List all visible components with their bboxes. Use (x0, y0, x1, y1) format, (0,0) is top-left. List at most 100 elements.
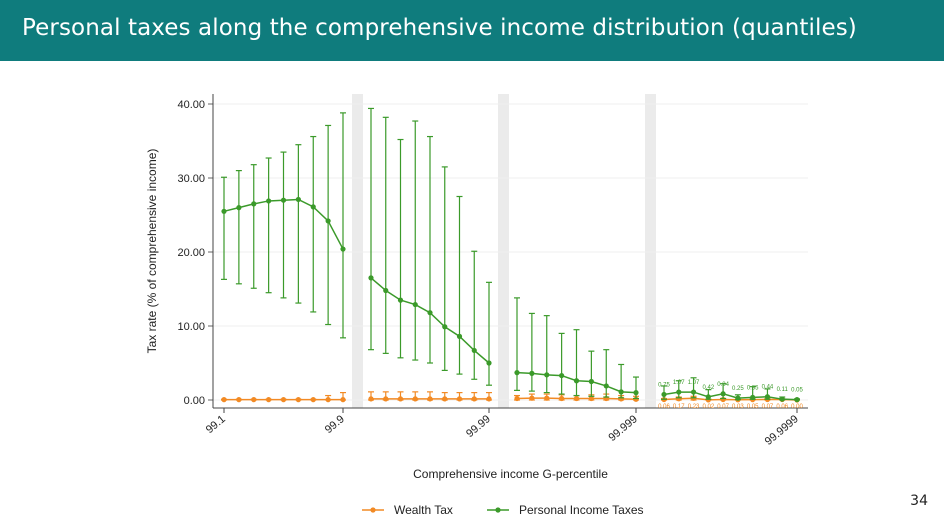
wealth-tax-point (427, 396, 433, 402)
wealth-tax-point (471, 396, 477, 402)
income-tax-point (310, 204, 316, 210)
income-tax-data-label: 0.35 (747, 385, 759, 391)
wealth-tax-data-label: 0.02 (702, 404, 714, 410)
income-tax-point (427, 310, 433, 316)
wealth-tax-point (221, 397, 227, 403)
x-tick-label: 99.1 (204, 413, 228, 436)
income-tax-point (340, 246, 346, 252)
wealth-tax-point (486, 396, 492, 402)
wealth-tax-point (295, 397, 301, 403)
plot-area (213, 94, 808, 408)
legend-label-wealth-tax: Wealth Tax (394, 503, 453, 517)
income-tax-point (735, 395, 741, 401)
wealth-tax-data-label: 0.03 (732, 404, 744, 410)
separator-band-1 (352, 94, 363, 408)
income-tax-data-label: 1.07 (688, 380, 700, 386)
wealth-tax-point (588, 395, 594, 402)
income-tax-point (471, 347, 477, 354)
wealth-tax-point (251, 397, 257, 403)
wealth-tax-data-label: 0.23 (688, 404, 700, 410)
separator-band-2 (498, 94, 509, 408)
wealth-tax-point (236, 397, 242, 403)
income-tax-data-label: 1.07 (673, 380, 685, 386)
wealth-tax-data-label: 0.05 (747, 404, 759, 410)
wealth-tax-data-label: 0.07 (762, 404, 774, 410)
income-tax-point (442, 324, 448, 330)
wealth-tax-data-label: 0.06 (658, 404, 670, 410)
y-tick-label: 30.00 (177, 173, 205, 185)
separator-band-3 (645, 94, 656, 408)
wealth-tax-point (573, 395, 580, 402)
wealth-tax-data-label: 0.07 (717, 404, 729, 410)
income-tax-point (325, 218, 331, 224)
page-number: 34 (910, 493, 928, 509)
income-tax-point (236, 205, 242, 211)
wealth-tax-point (280, 397, 287, 403)
income-tax-point (661, 391, 667, 398)
wealth-tax-point (325, 397, 331, 403)
wealth-tax-point (397, 396, 404, 402)
income-tax-data-label: 0.11 (777, 387, 789, 393)
wealth-tax-point (340, 397, 346, 403)
wealth-tax-point (368, 396, 374, 402)
income-tax-point (544, 372, 550, 378)
slide-title: Personal taxes along the comprehensive i… (22, 15, 857, 41)
income-tax-point (633, 390, 639, 396)
income-tax-data-label: 0.44 (762, 385, 774, 391)
income-tax-point (720, 391, 726, 397)
income-tax-point (221, 208, 227, 214)
x-axis-title: Comprehensive income G-percentile (413, 467, 608, 481)
wealth-tax-point (383, 396, 389, 402)
income-tax-data-label: 0.84 (717, 382, 729, 388)
x-tick-label: 99.999 (606, 413, 639, 444)
wealth-tax-data-label: 0.00 (791, 404, 803, 410)
income-tax-point (251, 201, 257, 207)
income-tax-point (559, 372, 565, 379)
income-tax-data-label: 0.75 (658, 382, 670, 388)
income-tax-data-label: 0.42 (702, 385, 714, 391)
y-tick-label: 0.00 (184, 395, 205, 407)
income-tax-point (529, 370, 535, 376)
income-tax-point (412, 301, 418, 308)
tax-rate-chart: 0.00 10.00 20.00 30.00 40.00 99.1 99.9 99.99 99.… (145, 94, 808, 517)
wealth-tax-point (529, 395, 535, 401)
x-tick-label: 99.99 (464, 413, 493, 440)
income-tax-point (266, 198, 272, 204)
income-tax-point (486, 360, 492, 366)
legend-marker-wealth-tax (370, 507, 376, 513)
income-tax-data-label: 0.05 (791, 388, 803, 394)
income-tax-point (295, 196, 301, 203)
income-tax-point (794, 397, 800, 403)
income-tax-point (456, 333, 463, 339)
wealth-tax-point (412, 396, 418, 402)
wealth-tax-data-label: 0.06 (776, 404, 788, 410)
wealth-tax-data-label: 0.17 (673, 404, 685, 410)
y-tick-label: 40.00 (177, 99, 205, 111)
income-tax-point (397, 297, 404, 303)
wealth-tax-line-group-4 (663, 397, 798, 401)
x-tick-label: 99.9999 (763, 413, 801, 448)
slide-header: Personal taxes along the comprehensive i… (0, 0, 944, 61)
wealth-tax-point (310, 397, 316, 403)
wealth-tax-point (544, 395, 550, 401)
income-tax-point (383, 287, 389, 294)
income-tax-point (280, 197, 287, 203)
income-tax-point (705, 394, 711, 400)
y-tick-label: 20.00 (177, 247, 205, 259)
y-axis-title: Tax rate (% of comprehensive income) (145, 149, 159, 354)
income-tax-data-label: 0.25 (732, 386, 744, 392)
wealth-tax-point (514, 395, 520, 402)
income-tax-point (514, 370, 520, 376)
income-tax-point (690, 389, 697, 395)
wealth-tax-point (266, 397, 272, 403)
wealth-tax-point (456, 396, 463, 402)
income-tax-point (676, 389, 682, 395)
income-tax-point (573, 378, 580, 384)
income-tax-point (368, 275, 374, 281)
y-tick-label: 10.00 (177, 321, 205, 333)
income-tax-point (588, 378, 594, 385)
legend-marker-income-tax (495, 507, 501, 513)
x-tick-label: 99.9 (323, 413, 347, 436)
income-tax-point (618, 389, 624, 395)
legend-label-income-tax: Personal Income Taxes (519, 503, 644, 517)
